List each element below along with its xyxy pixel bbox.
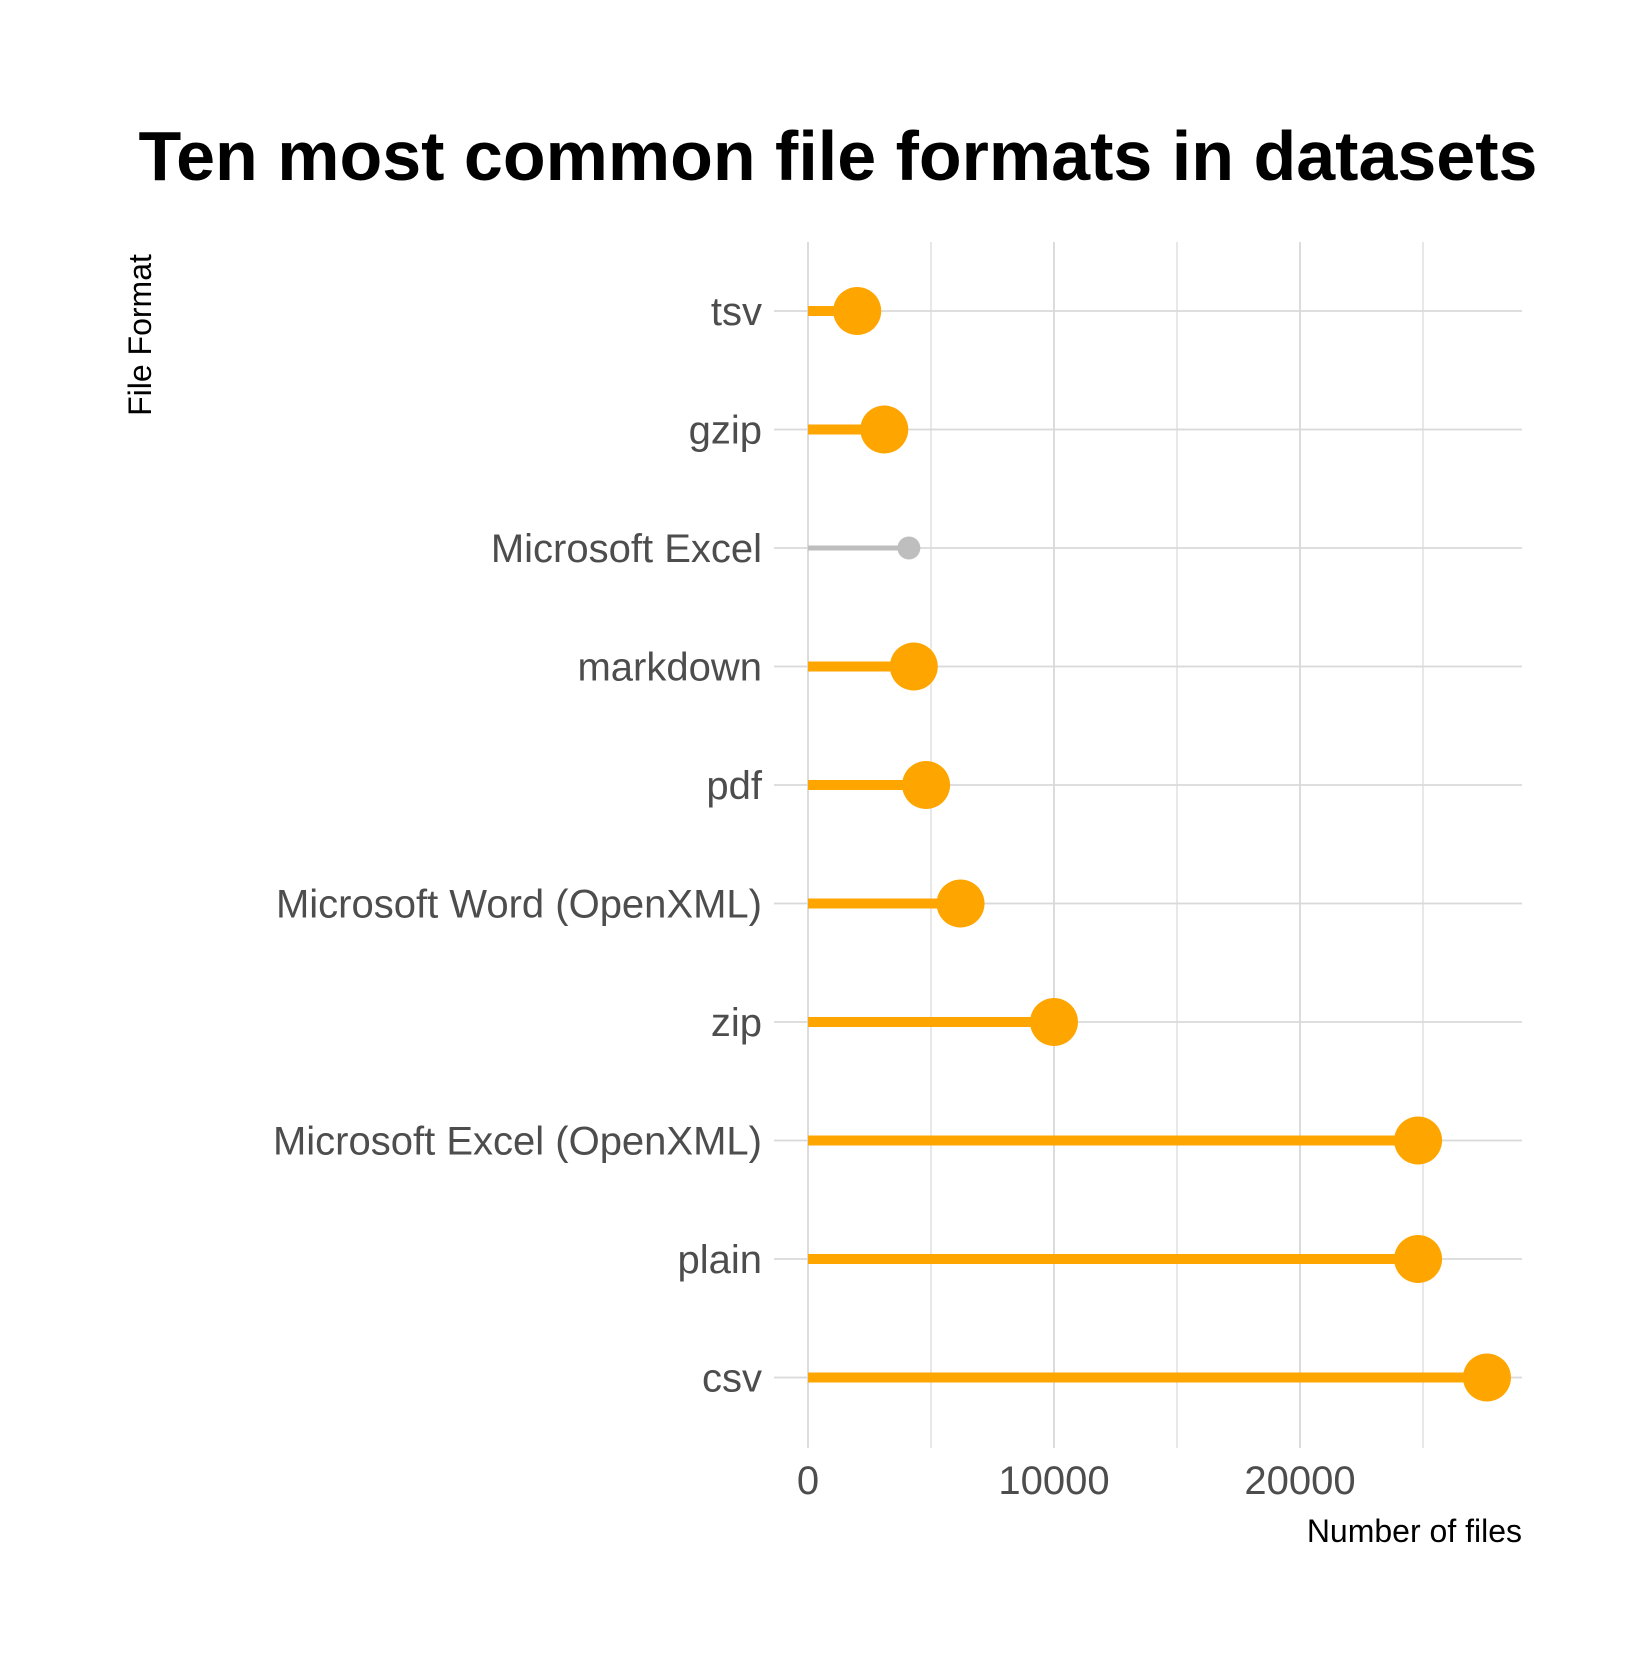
- category-label: gzip: [689, 409, 762, 453]
- lollipop-point: [1394, 1116, 1443, 1165]
- lollipop-point: [889, 642, 938, 691]
- category-label: csv: [702, 1357, 762, 1401]
- category-label: tsv: [711, 290, 762, 334]
- category-label: Microsoft Excel (OpenXML): [273, 1120, 762, 1164]
- data-marks: [808, 287, 1511, 1402]
- category-label: Microsoft Excel: [491, 527, 762, 571]
- category-labels: tsv gzip Microsoft Excel markdown pdf Microso…: [273, 290, 763, 1401]
- category-label: plain: [677, 1238, 762, 1282]
- category-label: zip: [711, 1001, 762, 1045]
- lollipop-point: [1030, 998, 1078, 1046]
- lollipop-point: [936, 879, 985, 928]
- chart-title: Ten most common file formats in datasets: [139, 117, 1538, 195]
- lollipop-point: [860, 405, 909, 454]
- x-tick-label: 0: [797, 1459, 819, 1503]
- x-tick-label: 20000: [1244, 1459, 1355, 1503]
- y-axis-title: File Format: [122, 254, 158, 416]
- lollipop-point: [897, 536, 921, 560]
- lollipop-point: [1394, 1235, 1443, 1283]
- x-tick-label: 10000: [998, 1459, 1109, 1503]
- category-label: Microsoft Word (OpenXML): [276, 883, 762, 927]
- lollipop-point: [1462, 1353, 1511, 1402]
- lollipop-point: [833, 287, 882, 335]
- x-axis-title: Number of files: [1307, 1513, 1522, 1549]
- lollipop-point: [902, 761, 951, 809]
- category-label: pdf: [706, 764, 762, 808]
- category-label: markdown: [577, 646, 762, 690]
- x-tick-labels: 0 10000 20000: [797, 1459, 1356, 1503]
